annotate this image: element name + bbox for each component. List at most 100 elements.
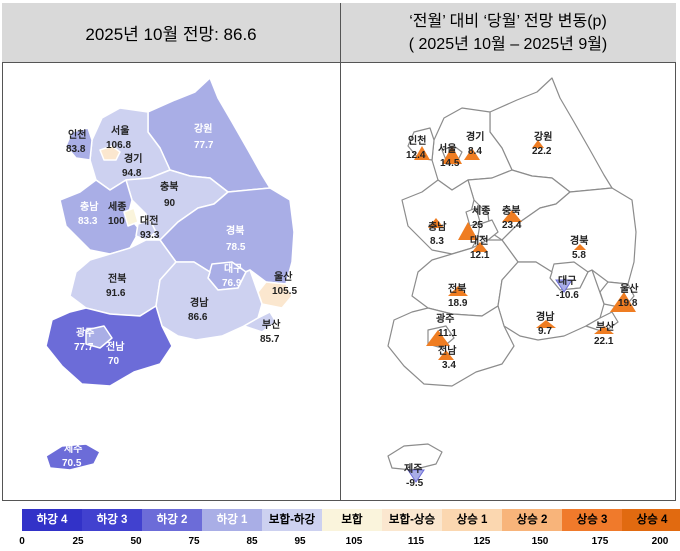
region-seoul[interactable] [99, 145, 121, 161]
label-gwangju-name: 광주 [76, 327, 94, 339]
label-gangwon-name: 강원 [194, 122, 212, 135]
rlabel-gyeongnam-name: 경남 [536, 310, 555, 323]
label-gyeongbuk-name: 경북 [226, 224, 244, 237]
legend-item: 상승 1 [442, 509, 502, 531]
label-jeonnam-name: 전남 [106, 340, 125, 353]
label-sejong-name: 세종 [108, 200, 126, 213]
label-jeonbuk-value: 91.6 [106, 288, 126, 299]
label-gyeongnam-value: 86.6 [188, 312, 208, 323]
legend-tick: 50 [130, 536, 142, 547]
region-jeju[interactable] [45, 443, 101, 471]
legend-item: 하강 1 [202, 509, 262, 531]
left-map [45, 77, 295, 471]
rlabel-gyeonggi-name: 경기 [466, 130, 484, 143]
rlabel-gyeongbuk-value: 5.8 [572, 250, 586, 261]
rlabel-gwangju-name: 광주 [436, 313, 454, 325]
rlabel-gangwon-value: 22.2 [532, 146, 552, 157]
triangle-up-icon [428, 218, 444, 228]
rlabel-jeonbuk-value: 18.9 [448, 298, 468, 309]
legend-item: 보합-하강 [262, 509, 322, 531]
legend-tick: 95 [294, 536, 306, 547]
region-busan[interactable] [243, 311, 277, 333]
triangle-up-icon [610, 292, 636, 312]
legend-tick: 0 [19, 536, 25, 547]
rlabel-busan-value: 22.1 [594, 336, 614, 347]
triangle-down-icon [555, 279, 573, 293]
rlabel-sejong-value: 25 [472, 220, 484, 231]
legend-item: 하강 3 [82, 509, 142, 531]
legend-tick: 75 [188, 536, 200, 547]
triangle-up-icon [536, 320, 556, 328]
label-gyeonggi-value: 94.8 [122, 168, 142, 179]
label-seoul-value: 106.8 [106, 140, 131, 151]
legend-item: 하강 2 [142, 509, 202, 531]
right-region-gyeongnam[interactable] [497, 261, 605, 341]
right-panel-title: ‘전월’ 대비 ‘당월’ 전망 변동(p) ( 2025년 10월 – 2025… [340, 3, 676, 63]
region-jeonnam[interactable] [45, 305, 173, 387]
triangle-up-icon [458, 222, 478, 240]
legend-tick: 25 [72, 536, 84, 547]
legend-tick: 115 [407, 536, 425, 547]
triangle-up-icon [426, 330, 450, 346]
legend-item: 상승 4 [622, 509, 680, 531]
rlabel-jeju-value: -9.5 [406, 478, 424, 489]
panel-divider [340, 3, 341, 501]
label-jeonnam-value: 70 [108, 356, 120, 367]
legend-ticks: 0 25 50 75 85 95 105 115 125 150 175 200 [0, 536, 680, 550]
triangle-up-icon [574, 244, 586, 250]
legend-bar: 하강 4 하강 3 하강 2 하강 1 보합-하강 보합 보합-상승 상승 1 … [22, 509, 680, 531]
triangle-up-icon [448, 286, 468, 296]
label-incheon-name: 인천 [68, 128, 86, 141]
right-region-jeonnam[interactable] [387, 305, 515, 387]
rlabel-seoul-value: 14.5 [440, 158, 460, 169]
rlabel-daejeon-value: 12.1 [470, 250, 490, 261]
left-panel-title: 2025년 10월 전망: 86.6 [2, 3, 340, 63]
label-gangwon-value: 77.7 [194, 140, 214, 151]
right-region-jeju[interactable] [387, 443, 443, 471]
legend-item: 상승 3 [562, 509, 622, 531]
triangle-down-icon [407, 469, 425, 483]
label-chungbuk-value: 90 [164, 198, 176, 209]
legend-tick: 200 [651, 536, 669, 547]
right-region-sejong[interactable] [465, 207, 481, 227]
right-title-line-2: ( 2025년 10월 – 2025년 9월) [408, 35, 608, 53]
rlabel-gwangju-value: 11.1 [438, 328, 457, 339]
triangle-up-icon [464, 148, 480, 160]
right-region-incheon[interactable] [407, 127, 435, 161]
right-region-daejeon[interactable] [477, 219, 499, 241]
legend-tick: 125 [473, 536, 491, 547]
legend-tick: 85 [246, 536, 258, 547]
legend-tick: 150 [531, 536, 549, 547]
rlabel-ulsan-name: 울산 [620, 282, 639, 295]
label-jeonbuk-name: 전북 [108, 272, 126, 285]
label-ulsan-name: 울산 [274, 270, 293, 283]
rlabel-incheon-value: 12.4 [406, 150, 426, 161]
region-daejeon[interactable] [135, 219, 157, 241]
left-labels: 인천 83.8 서울 106.8 경기 94.8 강원 77.7 충북 90 충… [62, 122, 297, 469]
rlabel-gyeongnam-value: 9.7 [538, 326, 552, 337]
label-chungnam-value: 83.3 [78, 216, 98, 227]
rlabel-gyeongbuk-name: 경북 [570, 234, 588, 247]
rlabel-chungbuk-value: 23.4 [502, 220, 522, 231]
region-incheon[interactable] [65, 127, 93, 161]
triangle-up-icon [594, 326, 614, 334]
label-chungnam-name: 충남 [80, 200, 99, 213]
triangle-up-icon [442, 146, 462, 164]
rlabel-daejeon-name: 대전 [470, 234, 488, 247]
region-gwangju[interactable] [85, 325, 113, 349]
rlabel-chungnam-name: 충남 [428, 220, 447, 233]
label-daejeon-value: 93.3 [140, 230, 160, 241]
label-daegu-value: 76.9 [222, 278, 242, 289]
label-gyeongbuk-value: 78.5 [226, 242, 246, 253]
label-jeju-value: 70.5 [62, 458, 82, 469]
label-incheon-value: 83.8 [66, 144, 86, 155]
legend-tick: 175 [591, 536, 609, 547]
rlabel-jeonbuk-name: 전북 [448, 282, 466, 295]
label-gwangju-value: 77.7 [74, 342, 94, 353]
rlabel-gangwon-name: 강원 [534, 130, 552, 143]
rlabel-jeonnam-value: 3.4 [442, 360, 456, 371]
region-sejong[interactable] [123, 207, 139, 227]
triangle-up-icon [438, 350, 454, 360]
region-gyeongnam[interactable] [155, 261, 263, 341]
